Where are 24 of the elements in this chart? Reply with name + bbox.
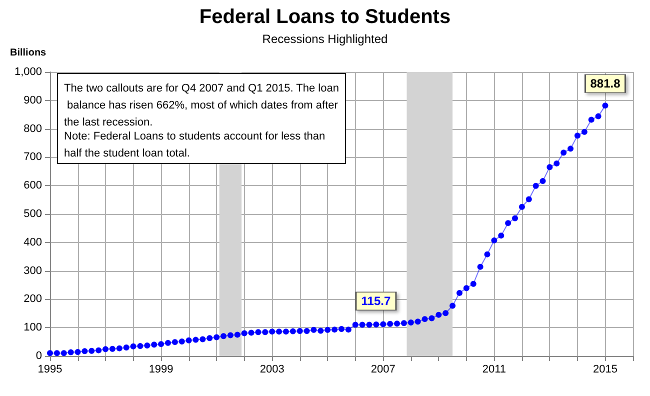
y-tick-label: 800	[24, 122, 42, 135]
chart-subtitle: Recessions Highlighted	[262, 32, 388, 46]
annotation: The two callouts are for Q4 2007 and Q1 2015. The loan balance has risen 662%, most of which dates from after the last recession.	[64, 82, 341, 128]
x-tick-label: 2007	[370, 364, 396, 376]
y-tick-label: 1,000	[14, 66, 42, 78]
annotation: Note: Federal Loans to students account for less than half the student loan total.	[64, 130, 328, 160]
y-tick-label: 300	[24, 264, 42, 277]
x-tick-label: 2011	[482, 364, 506, 376]
y-tick-label: 400	[24, 236, 42, 248]
y-tick-label: 900	[24, 94, 42, 106]
annotation: 881.8	[590, 76, 621, 91]
x-tick-label: 2015	[592, 364, 618, 376]
x-tick-label: 1999	[148, 364, 174, 376]
y-tick-label: 200	[24, 293, 42, 306]
x-tick-label: 2003	[260, 364, 284, 376]
y-tick-label: 600	[24, 180, 42, 192]
x-tick-label: 1995	[38, 364, 62, 376]
annotation: 115.7	[361, 294, 391, 308]
y-tick-label: 0	[36, 350, 42, 362]
y-tick-label: 100	[24, 322, 42, 334]
y-tick-label: 700	[24, 151, 42, 164]
y-tick-label: 500	[24, 208, 42, 220]
chart-title: Federal Loans to Students	[199, 6, 451, 28]
y-axis-title: Billions	[10, 48, 47, 58]
